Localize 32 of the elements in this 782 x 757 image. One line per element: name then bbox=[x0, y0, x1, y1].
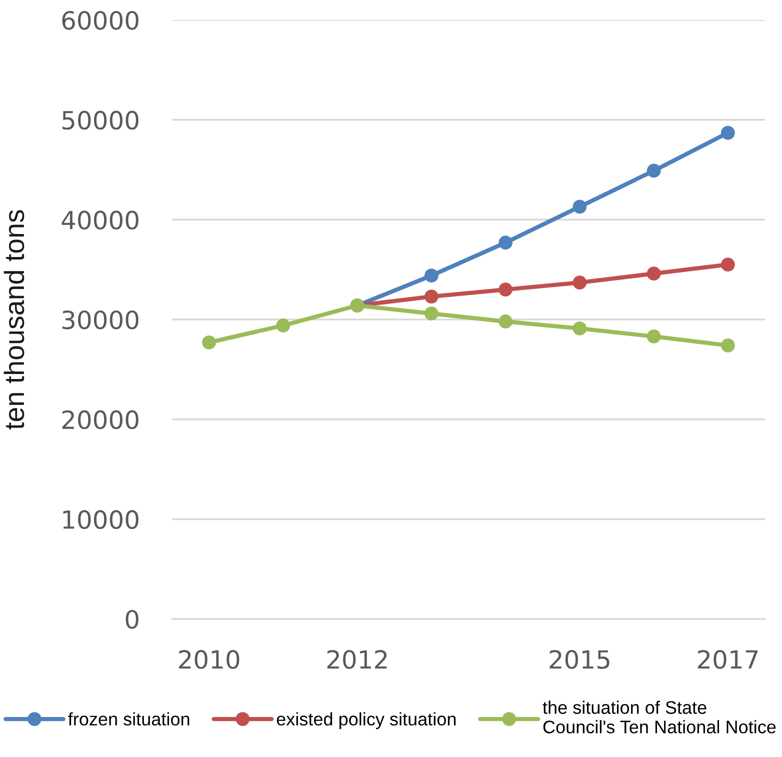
point bbox=[572, 276, 587, 290]
point bbox=[424, 306, 438, 320]
y-tick-label: 20000 bbox=[62, 410, 138, 430]
point bbox=[202, 336, 216, 350]
y-tick-label: 40000 bbox=[62, 210, 138, 230]
point bbox=[572, 322, 587, 336]
y-tick-label: 10000 bbox=[63, 510, 138, 530]
legend-label: existed policy situation bbox=[276, 712, 456, 730]
x-tick-label: 2015 bbox=[550, 650, 610, 669]
legend-label: the situation of State Council's Ten National Notice bbox=[542, 700, 776, 734]
point bbox=[424, 268, 438, 283]
point bbox=[498, 236, 513, 250]
x-tick-label: 2012 bbox=[327, 650, 387, 669]
point bbox=[646, 164, 661, 178]
point bbox=[498, 314, 513, 328]
y-axis-title: ten thousand tons bbox=[4, 210, 24, 430]
point bbox=[498, 282, 513, 296]
point bbox=[572, 200, 587, 214]
legend-label: frozen situation bbox=[68, 712, 190, 726]
y-tick-label: 30000 bbox=[62, 310, 138, 330]
point bbox=[646, 330, 661, 344]
y-tick-label: 60000 bbox=[62, 10, 138, 30]
point bbox=[720, 338, 735, 352]
y-tick-label: 0 bbox=[126, 610, 138, 629]
x-tick-label: 2010 bbox=[179, 650, 240, 669]
x-tick-label: 2017 bbox=[698, 650, 758, 669]
y-tick-label: 50000 bbox=[62, 110, 138, 130]
point bbox=[276, 318, 290, 332]
point bbox=[720, 126, 735, 140]
point bbox=[720, 258, 735, 272]
point bbox=[646, 266, 661, 281]
point bbox=[424, 290, 438, 304]
